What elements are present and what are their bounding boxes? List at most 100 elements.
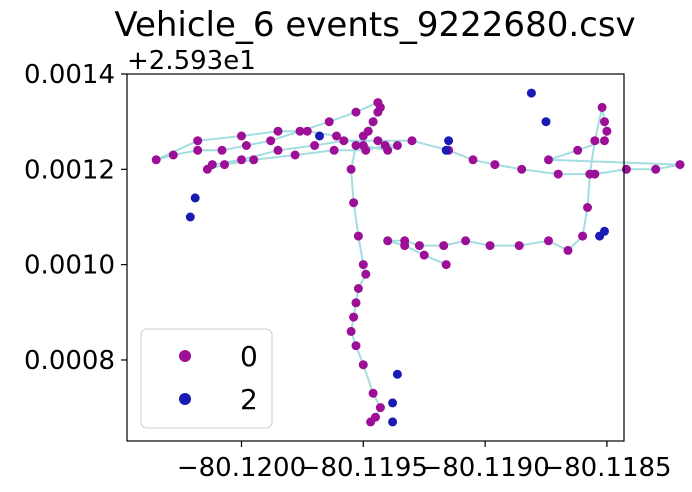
point-series-0 (414, 241, 424, 251)
point-series-0 (361, 269, 371, 279)
point-series-0 (485, 241, 495, 251)
point-series-2 (315, 131, 324, 141)
point-series-0 (353, 284, 363, 293)
point-series-0 (310, 141, 320, 150)
point-series-0 (217, 145, 227, 155)
point-series-0 (585, 169, 595, 179)
point-series-2 (444, 136, 454, 146)
point-series-0 (583, 203, 592, 212)
point-series-0 (353, 231, 363, 241)
legend-marker-0 (179, 350, 191, 362)
point-series-0 (600, 117, 609, 127)
point-series-0 (368, 388, 378, 398)
point-series-0 (553, 169, 563, 179)
x-tick-label: −80.1200 (177, 453, 306, 483)
point-series-0 (441, 260, 451, 270)
point-series-2 (541, 117, 551, 127)
point-series-0 (358, 360, 368, 370)
point-series-0 (392, 141, 402, 150)
legend-label-2: 2 (240, 383, 258, 416)
y-offset-text: +2.593e1 (127, 46, 256, 76)
point-series-0 (597, 102, 607, 112)
point-series-2 (388, 398, 398, 408)
point-series-0 (600, 136, 609, 146)
point-series-0 (351, 298, 361, 308)
point-series-0 (168, 150, 178, 160)
x-axis: −80.1200−80.1195−80.1190−80.1185 (177, 441, 672, 483)
point-series-2 (388, 417, 398, 427)
point-series-0 (563, 245, 573, 255)
point-series-0 (193, 136, 203, 146)
point-series-0 (419, 250, 429, 260)
point-series-0 (651, 164, 661, 174)
point-series-0 (373, 136, 383, 146)
point-series-0 (400, 241, 410, 251)
point-series-0 (573, 145, 583, 155)
legend-label-0: 0 (240, 340, 258, 373)
point-series-0 (351, 341, 361, 351)
point-series-0 (332, 131, 341, 141)
trajectory-path (155, 101, 681, 423)
point-series-0 (295, 126, 305, 136)
point-series-0 (439, 241, 449, 251)
point-series-0 (349, 312, 359, 322)
point-series-0 (461, 236, 471, 246)
legend[interactable]: 02 (140, 328, 273, 429)
point-series-0 (329, 145, 339, 155)
point-series-0 (544, 155, 553, 165)
point-series-0 (380, 141, 390, 150)
point-series-0 (383, 236, 393, 246)
legend-marker-2 (179, 393, 191, 405)
point-series-0 (468, 155, 478, 165)
y-tick-label: 0.0014 (24, 60, 115, 90)
point-series-0 (351, 107, 361, 117)
point-series-0 (590, 136, 600, 146)
point-series-0 (361, 145, 371, 155)
x-tick-label: −80.1195 (299, 453, 428, 483)
x-tick-label: −80.1185 (542, 453, 671, 483)
point-series-0 (602, 126, 612, 136)
point-series-0 (346, 164, 356, 174)
y-tick-label: 0.0012 (24, 155, 115, 185)
legend-frame (140, 328, 273, 429)
chart-title: Vehicle_6 events_9222680.csv (114, 5, 635, 45)
point-series-0 (220, 160, 229, 170)
x-tick-label: −80.1190 (420, 453, 549, 483)
point-series-0 (351, 141, 361, 150)
point-series-2 (185, 212, 195, 222)
point-series-0 (237, 131, 246, 141)
point-series-0 (273, 145, 283, 155)
point-series-0 (373, 98, 383, 108)
y-tick-label: 0.0010 (24, 251, 115, 281)
point-series-0 (368, 117, 378, 127)
y-tick-label: 0.0008 (24, 346, 115, 376)
point-series-0 (490, 160, 500, 170)
point-series-0 (339, 136, 349, 146)
point-series-0 (517, 164, 527, 174)
point-series-2 (441, 145, 451, 155)
point-series-0 (290, 150, 300, 160)
point-series-0 (346, 326, 356, 336)
point-series-0 (371, 412, 380, 422)
point-series-0 (349, 198, 359, 208)
point-series-0 (302, 126, 312, 136)
axes-frame (126, 73, 625, 442)
point-series-0 (249, 155, 259, 165)
point-series-0 (273, 126, 283, 136)
point-series-2 (595, 231, 605, 241)
point-series-0 (675, 160, 685, 170)
point-series-2 (190, 193, 200, 203)
point-series-0 (266, 136, 276, 146)
point-series-0 (544, 236, 553, 246)
point-series-0 (358, 260, 368, 270)
y-axis: 0.0008 0.0010 0.0012 0.0014 (24, 60, 127, 376)
plot-area (151, 88, 685, 427)
point-series-0 (363, 126, 373, 136)
point-series-0 (514, 241, 524, 251)
point-series-0 (151, 155, 161, 165)
point-series-0 (407, 136, 417, 146)
point-series-2 (526, 88, 536, 98)
point-series-0 (207, 160, 217, 170)
point-series-0 (193, 145, 203, 155)
